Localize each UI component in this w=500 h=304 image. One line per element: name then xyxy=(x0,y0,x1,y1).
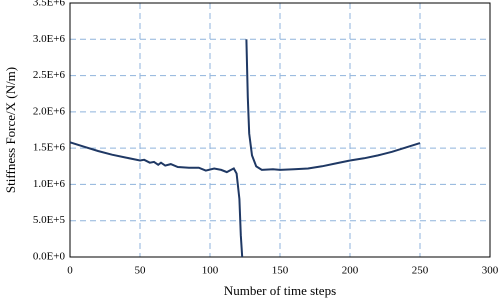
plot-frame xyxy=(69,2,491,258)
x-tick-label: 150 xyxy=(272,265,289,277)
x-tick-label: 250 xyxy=(412,265,429,277)
y-tick-label: 3.0E+6 xyxy=(33,33,66,45)
x-tick-label: 300 xyxy=(482,265,499,277)
x-axis-title: Number of time steps xyxy=(224,283,336,298)
y-axis-title: Stiffness Force/X (N/m) xyxy=(3,67,18,193)
data-line xyxy=(69,39,421,258)
y-tick-label: 5.0E+5 xyxy=(33,214,66,226)
y-tick-label: 2.0E+6 xyxy=(33,105,66,117)
y-tick-label: 2.5E+6 xyxy=(33,69,66,81)
x-tick-label: 50 xyxy=(135,265,147,277)
x-tick-label: 100 xyxy=(202,265,219,277)
x-tick-label: 200 xyxy=(342,265,359,277)
y-tick-label: 3.5E+6 xyxy=(33,0,66,9)
y-tick-label: 1.5E+6 xyxy=(33,142,66,154)
x-tick-label: 0 xyxy=(67,265,73,277)
y-tick-label: 1.0E+6 xyxy=(33,178,66,190)
y-tick-label: 0.0E+0 xyxy=(33,251,66,263)
